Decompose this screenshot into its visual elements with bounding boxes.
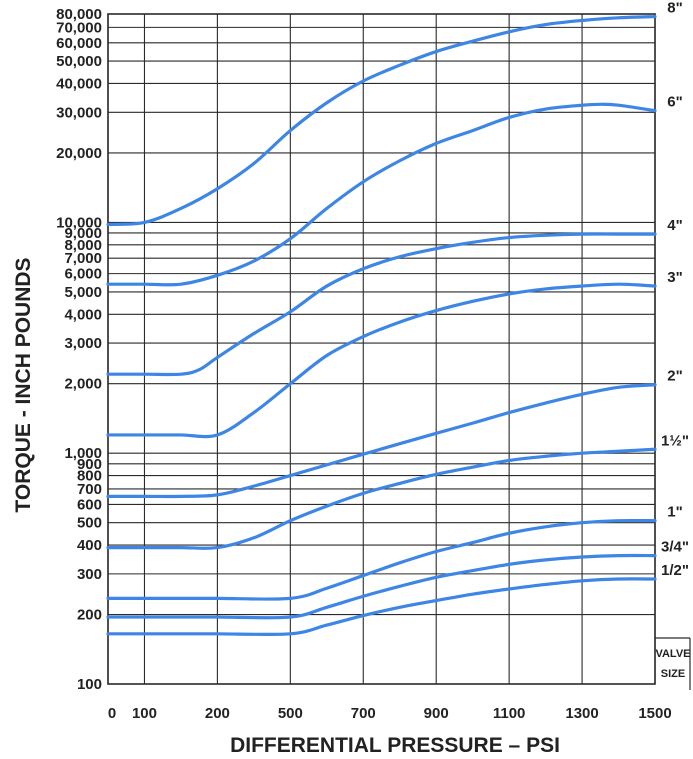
y-tick-label: 80,000 (56, 6, 102, 23)
series-line (106, 447, 657, 550)
x-tick-label: 100 (132, 705, 157, 722)
y-tick-label: 100 (77, 676, 102, 693)
valve-size-legend-title: VALVE SIZE (655, 648, 690, 680)
series-label: 1" (667, 504, 682, 521)
y-tick-label: 10,000 (56, 214, 102, 231)
series-line (106, 383, 657, 499)
y-tick-label: 40,000 (56, 75, 102, 92)
y-tick-label: 300 (77, 566, 102, 583)
y-tick-label: 50,000 (56, 53, 102, 70)
y-tick-label: 400 (77, 537, 102, 554)
x-tick-label: 1100 (493, 705, 526, 722)
series-label: 1½" (661, 432, 689, 449)
series-label: 8" (667, 0, 682, 17)
x-axis-label: DIFFERENTIAL PRESSURE – PSI (230, 734, 560, 757)
y-tick-label: 8,000 (64, 237, 102, 254)
x-tick-label: 0 (108, 705, 116, 722)
y-tick-label: 4,000 (64, 306, 102, 323)
y-axis-label: TORQUE - INCH POUNDS (12, 257, 35, 512)
valve-size-line-2: SIZE (661, 668, 685, 680)
y-tick-label: 500 (77, 515, 102, 532)
series-line (106, 577, 657, 637)
y-tick-label: 9,000 (64, 225, 102, 242)
y-tick-label: 200 (77, 607, 102, 624)
y-tick-label: 600 (77, 496, 102, 513)
valve-size-line-1: VALVE (655, 648, 690, 660)
y-tick-label: 900 (77, 456, 102, 473)
y-tick-label: 3,000 (64, 335, 102, 352)
series-line (106, 553, 657, 620)
series-label: 4" (667, 217, 682, 234)
series-line (106, 232, 657, 377)
x-tick-label: 1300 (565, 705, 598, 722)
y-tick-label: 5,000 (64, 284, 102, 301)
series-line (106, 518, 657, 601)
grid (107, 13, 691, 690)
y-tick-label: 7,000 (64, 250, 102, 267)
curves (106, 14, 657, 637)
tick-labels: 1002003004005006007008009001,0002,0003,0… (56, 6, 672, 722)
series-label: 2" (667, 368, 682, 385)
x-tick-label: 900 (424, 705, 449, 722)
series-line (106, 14, 657, 227)
y-tick-label: 800 (77, 468, 102, 485)
series-line (106, 282, 657, 439)
series-label: 3/4" (661, 539, 689, 556)
y-tick-label: 700 (77, 481, 102, 498)
y-tick-label: 30,000 (56, 104, 102, 121)
x-tick-label: 1500 (638, 705, 671, 722)
x-tick-label: 700 (351, 705, 376, 722)
y-tick-label: 70,000 (56, 19, 102, 36)
series-labels: 8" 6" 4" 3" 2" 1½" 1" 3/4" 1/2" (661, 0, 689, 579)
y-tick-label: 2,000 (64, 376, 102, 393)
x-tick-label: 200 (205, 705, 230, 722)
series-line (106, 102, 657, 287)
plot-frame (107, 13, 656, 685)
y-tick-label: 60,000 (56, 35, 102, 52)
y-tick-label: 1,000 (64, 445, 102, 462)
series-label: 1/2" (661, 562, 689, 579)
x-tick-label: 500 (278, 705, 303, 722)
series-label: 6" (667, 94, 682, 111)
y-tick-label: 20,000 (56, 145, 102, 162)
y-tick-label: 6,000 (64, 266, 102, 283)
series-label: 3" (667, 269, 682, 286)
